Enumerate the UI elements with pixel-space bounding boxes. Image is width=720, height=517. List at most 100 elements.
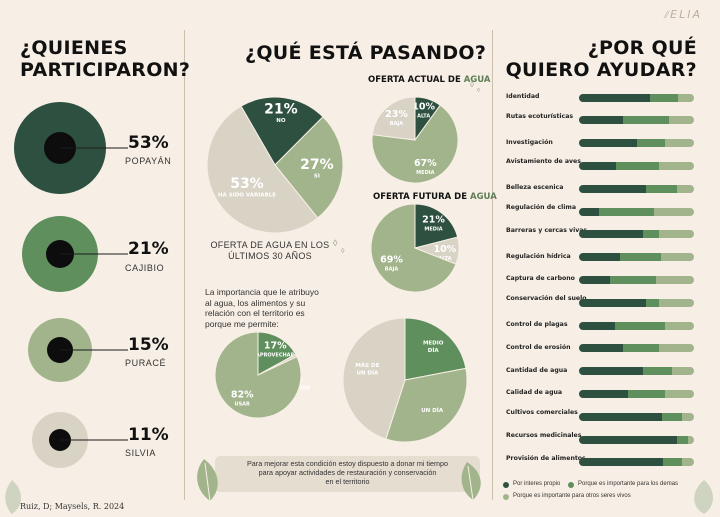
reason-bar-6-segment-0 — [579, 230, 644, 239]
legend-dot-3 — [503, 494, 509, 500]
leaf-decoration-bottom-left — [5, 480, 21, 514]
importancia-pct-2: 82% — [231, 390, 254, 401]
oferta_30_anos-pct-2: 53% — [230, 176, 264, 192]
oferta_actual-pct-2: 23% — [385, 109, 408, 120]
tiempo_donado-slice-un-día — [385, 367, 468, 443]
name-purace: PURACÉ — [125, 358, 167, 368]
reason-bar-7-segment-1 — [620, 253, 661, 262]
reason-bar-16-segment-2 — [682, 458, 694, 467]
reason-bar-12-segment-2 — [672, 367, 694, 376]
reason-bar-2-segment-1 — [636, 139, 666, 148]
reason-bar-1-segment-1 — [622, 116, 669, 125]
oferta_futura-pct-0: 21% — [422, 215, 445, 226]
reason-label-4: Belleza escenica — [506, 184, 564, 192]
reason-label-14: Cultivos comerciales — [506, 409, 578, 417]
reason-bar-9-segment-0 — [579, 298, 646, 307]
reason-bar-15-segment-0 — [579, 435, 677, 444]
reason-bar-0 — [579, 93, 694, 102]
reason-bar-16-segment-0 — [579, 458, 663, 467]
reason-bar-14-segment-2 — [682, 412, 694, 421]
oferta_futura-label-2: BAJA — [385, 267, 399, 273]
divider-right — [492, 30, 493, 500]
name-popayan: POPAYÁN — [125, 156, 172, 166]
tiempo_donado-label-1-0: UN DÍA — [421, 406, 444, 414]
reason-bar-3-segment-1 — [615, 161, 660, 170]
importance-question: La importancia que le atribuyo al agua, … — [205, 287, 319, 329]
reason-label-5: Regulación de clima — [506, 204, 577, 211]
reason-bar-13 — [579, 389, 694, 398]
legend-dot-2 — [568, 482, 574, 488]
reason-label-11: Control de erosión — [506, 343, 571, 351]
leaf-decoration-left — [197, 459, 218, 502]
reason-label-3: Avistamiento de aves — [506, 158, 581, 166]
oferta_30_anos-label-1: SI — [314, 174, 320, 180]
reason-bar-1 — [579, 116, 694, 125]
importancia-slice-usar — [214, 331, 302, 419]
reason-label-6: Barreras y cercas vivas — [506, 226, 588, 234]
why-help-title: ¿POR QUÉ QUIERO AYUDAR? — [505, 37, 697, 81]
leaf-decoration-bottom-right — [694, 480, 713, 514]
legend-dot-1 — [503, 482, 509, 488]
drop-icon-1: ◊ — [333, 238, 338, 248]
reason-bar-2-segment-2 — [665, 139, 694, 148]
reason-bar-14-segment-1 — [661, 412, 683, 421]
reason-bar-9 — [579, 298, 694, 307]
drop-icon-2: ◊ — [341, 248, 345, 255]
legend-label-3: Porque es importante para otros seres vi… — [513, 493, 631, 499]
reason-bar-5-segment-2 — [653, 207, 694, 216]
reason-bar-11 — [579, 344, 694, 353]
reason-bar-13-segment-1 — [628, 389, 666, 398]
tiempo_donado-label-2-0: MÁS DE — [355, 362, 379, 369]
reason-bar-4-segment-1 — [645, 184, 677, 193]
credit-text: Ruiz, D; Maysels, R. 2024 — [20, 502, 125, 511]
oferta_30_anos-slice-si — [274, 116, 344, 219]
reason-bar-6 — [579, 230, 694, 239]
reason-bar-2 — [579, 139, 694, 148]
reason-bar-8-segment-1 — [610, 275, 657, 284]
oferta_actual-label-0: ALTA — [417, 113, 430, 119]
reason-bar-5-segment-1 — [598, 207, 654, 216]
reason-bar-5 — [579, 207, 694, 216]
reason-bar-11-segment-2 — [659, 344, 694, 353]
big-pie-caption: OFERTA DE AGUA EN LOS ÚLTIMOS 30 AÑOS — [210, 240, 330, 261]
reason-bar-1-segment-0 — [579, 116, 623, 125]
reason-bar-9-segment-1 — [645, 298, 660, 307]
reason-bar-14-segment-0 — [579, 412, 662, 421]
reason-label-7: Regulación hídrica — [506, 252, 571, 260]
middle-title: ¿QUÉ ESTÁ PASANDO? — [245, 42, 487, 64]
reason-label-2: Investigación — [506, 138, 553, 146]
reason-bar-16 — [579, 458, 694, 467]
reason-label-13: Calidad de agua — [506, 389, 563, 397]
importancia-label-2: USAR — [235, 402, 251, 408]
reason-label-0: Identidad — [506, 93, 540, 100]
reason-bar-13-segment-2 — [665, 389, 694, 398]
name-cajibio: CAJIBIO — [125, 263, 165, 273]
reason-bar-10-segment-0 — [579, 321, 615, 330]
tiempo_donado-label-0-1: DÍA — [428, 346, 440, 354]
importancia-pct-0: 17% — [264, 341, 287, 352]
tiempo_donado-slice-más-de-un-día — [342, 317, 406, 440]
reason-bar-0-segment-2 — [677, 93, 694, 102]
reason-bar-4 — [579, 184, 694, 193]
reason-bar-12 — [579, 367, 694, 376]
pct-purace: 15% — [128, 335, 169, 355]
oferta_futura-label-0: MEDIA — [424, 227, 442, 233]
reason-bar-16-segment-1 — [662, 458, 683, 467]
divider-left — [184, 30, 185, 500]
oferta_actual-label-2: BAJA — [390, 121, 404, 127]
participants-title: ¿QUIENES PARTICIPARON? — [20, 37, 191, 81]
donation-text: Para mejorar esta condición estoy dispue… — [247, 459, 448, 486]
legend-label-1: Por interes propio — [513, 481, 561, 487]
oferta_futura-pct-2: 69% — [380, 255, 403, 266]
reason-bar-8-segment-2 — [656, 275, 694, 284]
reason-bar-15-segment-1 — [676, 435, 689, 444]
pct-silvia: 11% — [128, 425, 169, 445]
reason-label-1: Rutas ecoturísticas — [506, 112, 574, 120]
reason-bar-13-segment-0 — [579, 389, 629, 398]
oferta_actual-slice-baja — [371, 96, 416, 141]
drop-icon-4: ◊ — [477, 88, 480, 94]
tiempo_donado-label-2-1: UN DÍA — [356, 368, 379, 376]
reason-bar-10 — [579, 321, 694, 330]
donation-banner — [215, 456, 480, 492]
